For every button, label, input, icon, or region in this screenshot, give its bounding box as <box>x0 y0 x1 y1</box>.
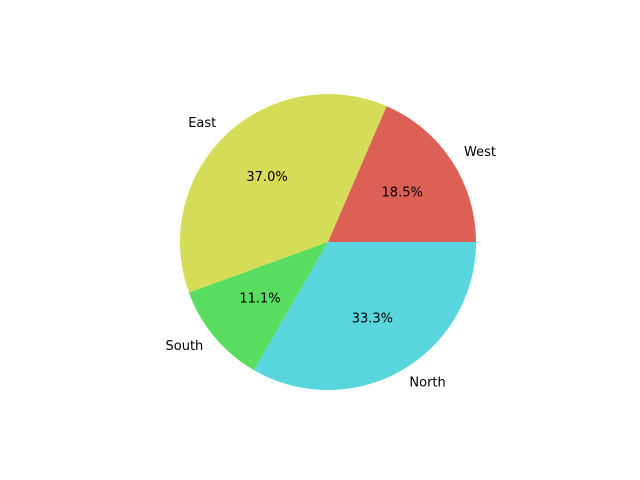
slice-label-north: North <box>409 375 445 390</box>
slice-label-east: East <box>188 116 216 131</box>
pie-slice-south <box>188 242 328 371</box>
slice-label-south: South <box>166 339 204 354</box>
pie-labels: West 18.5% East 37.0% South 11.1% North 33.3% <box>166 116 496 390</box>
percent-label-east: 37.0% <box>246 170 287 185</box>
pie-slice-north <box>254 242 476 390</box>
percent-label-west: 18.5% <box>382 186 423 201</box>
pie-slices <box>179 93 476 390</box>
slice-label-west: West <box>464 145 496 160</box>
percent-label-south: 11.1% <box>239 292 280 307</box>
pie-slice-west <box>328 106 476 242</box>
percent-label-north: 33.3% <box>352 311 393 326</box>
pie-slice-east <box>179 93 387 293</box>
